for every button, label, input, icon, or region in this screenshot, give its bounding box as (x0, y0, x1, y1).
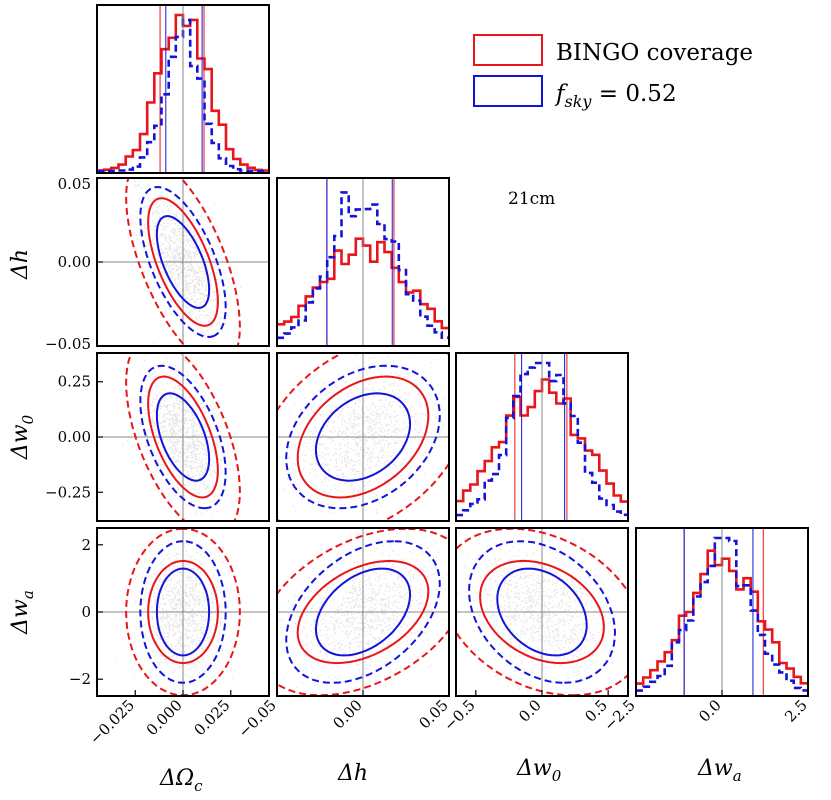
fsky-contour-1sigma (155, 215, 211, 309)
axis-labels: ΔΩc Δh Δw0 Δwa Δh Δw0 Δwa (8, 249, 742, 795)
annotation-21cm: 21cm (508, 189, 555, 209)
sample-points (456, 528, 628, 696)
hist-dOc (96, 4, 270, 174)
legend-swatch-bingo (473, 34, 543, 66)
bingo-contour-1sigma (147, 559, 219, 665)
fsky-contour-1sigma (155, 567, 211, 657)
bingo-contour-1sigma (479, 559, 605, 665)
fsky-contour-1sigma (314, 392, 412, 482)
xlabel-dh: Δh (337, 761, 368, 786)
bingo-contour-2sigma (125, 178, 241, 346)
hist-dh (276, 177, 450, 347)
fsky-contour-2sigma (285, 364, 441, 510)
panel-dw0-dwa (455, 527, 629, 697)
xtick-label: −0.025 (86, 696, 138, 748)
bingo-contour-1sigma (296, 559, 430, 665)
ytick-label: 0.05 (58, 175, 91, 193)
hist-frame (455, 352, 629, 522)
sample-points (114, 528, 246, 696)
fsky-contour-2sigma (467, 540, 617, 684)
panel-dh-dwa (276, 527, 450, 697)
panel-content (277, 528, 449, 696)
panel-dOc-dw0 (96, 352, 270, 522)
legend-swatch-fsky (473, 75, 543, 107)
xtick-label: 0.0 (515, 696, 545, 726)
legend-label-bingo: BINGO coverage (556, 40, 753, 66)
ytick-label: 0.25 (58, 373, 91, 391)
legend: BINGO coverage fsky = 0.52 (473, 34, 753, 111)
fsky-contour-1sigma (314, 567, 412, 657)
fsky-contour-2sigma (139, 185, 227, 339)
fsky-contour-2sigma (139, 364, 227, 510)
fsky-contour-1sigma (496, 567, 588, 657)
bingo-contour-2sigma (125, 353, 241, 521)
xtick-label: −0.05 (235, 696, 280, 741)
panel-content (97, 178, 269, 346)
ytick-label: −0.25 (45, 483, 91, 501)
panel-dh-dw0 (276, 352, 450, 522)
xtick-label: 0.00 (329, 696, 365, 732)
xtick-label: −0.5 (440, 696, 478, 734)
panel-content (97, 353, 269, 521)
ytick-label: −2 (69, 670, 91, 688)
ytick-label: 0.00 (58, 428, 91, 446)
bingo-contour-2sigma (277, 528, 449, 696)
hist-frame (96, 4, 270, 174)
fsky-histogram (456, 361, 628, 517)
xtick-label: 0.0 (695, 696, 725, 726)
ytick-label: 0.00 (58, 253, 91, 271)
xtick-label: −2.5 (600, 696, 638, 734)
panel-content (456, 528, 628, 696)
panel-frame (276, 352, 450, 522)
fsky-histogram (636, 536, 808, 692)
ytick-label: 0 (81, 603, 91, 621)
ytick-label: 2 (81, 536, 91, 554)
xlabel-dwa: Δwa (697, 756, 742, 785)
fsky-contour-2sigma (139, 540, 227, 684)
xtick-label: 0.000 (143, 696, 186, 739)
ylabel-dw0: Δw0 (8, 414, 37, 460)
xtick-label: 0.025 (191, 696, 234, 739)
ylabel-dh: Δh (8, 249, 33, 280)
panel-dOc-dh (96, 177, 270, 347)
plot-layer: −0.050.000.05−0.250.000.25−202−0.025 0.00… (45, 4, 811, 748)
xlabel-dOc: ΔΩc (159, 766, 203, 795)
xtick-label: 2.5 (781, 696, 811, 726)
hist-dw0 (455, 352, 629, 522)
legend-label-fsky: fsky = 0.52 (554, 81, 677, 111)
bingo-contour-1sigma (296, 375, 430, 499)
fsky-contour-1sigma (155, 392, 211, 482)
ytick-label: −0.05 (45, 335, 91, 353)
fsky-histogram (277, 191, 449, 340)
sample-points (278, 530, 449, 696)
xlabel-dw0: Δw0 (516, 756, 562, 785)
hist-frame (276, 177, 450, 347)
ylabel-dwa: Δwa (8, 590, 37, 635)
hist-dwa (635, 527, 809, 697)
bingo-contour-1sigma (147, 197, 219, 327)
panel-content (277, 353, 449, 521)
bingo-contour-1sigma (147, 375, 219, 499)
fsky-histogram (97, 18, 269, 173)
